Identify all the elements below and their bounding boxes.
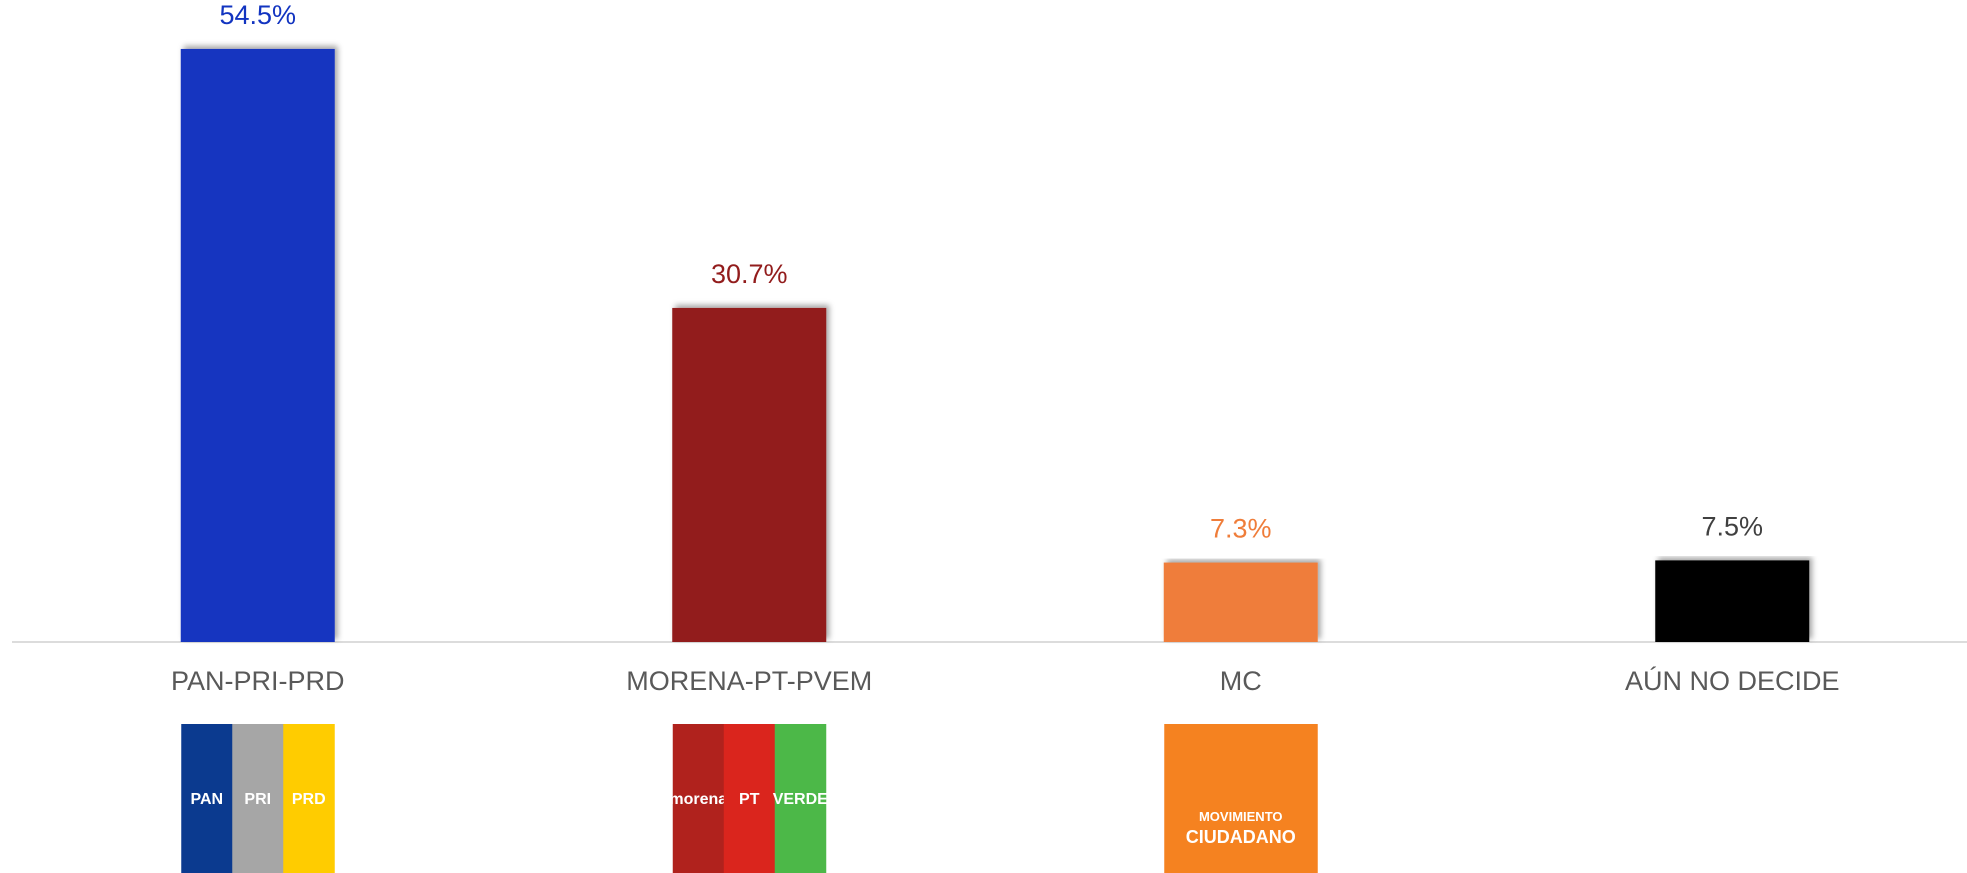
data-label: 30.7% xyxy=(711,259,788,289)
x-tick-label: MC xyxy=(1220,666,1262,696)
bar xyxy=(180,48,335,642)
data-label: 7.3% xyxy=(1210,514,1272,544)
logo-stripe xyxy=(181,724,233,873)
bar xyxy=(672,307,827,642)
logo-text: PRI xyxy=(244,791,271,808)
logo-text: PRD xyxy=(292,791,326,808)
logo-stripe xyxy=(672,724,725,873)
logo-text: morena xyxy=(669,791,727,808)
x-tick-label: AÚN NO DECIDE xyxy=(1625,665,1840,696)
logo-text: PAN xyxy=(190,791,223,808)
x-tick-label: PAN-PRI-PRD xyxy=(171,666,345,696)
bar xyxy=(1163,562,1318,642)
logo-text: VERDE xyxy=(773,791,828,808)
logo-text: PT xyxy=(739,791,760,808)
data-label: 54.5% xyxy=(219,0,296,30)
data-label: 7.5% xyxy=(1701,512,1763,542)
x-tick-label: MORENA-PT-PVEM xyxy=(626,666,872,696)
logo-stripe xyxy=(1164,724,1318,873)
logo-text: MOVIMIENTO CIUDADANO xyxy=(1186,809,1296,846)
logo-stripe xyxy=(232,724,284,873)
bar xyxy=(1655,560,1810,642)
logo-stripe xyxy=(723,724,776,873)
logo-stripe xyxy=(774,724,827,873)
logo-stripe xyxy=(283,724,335,873)
